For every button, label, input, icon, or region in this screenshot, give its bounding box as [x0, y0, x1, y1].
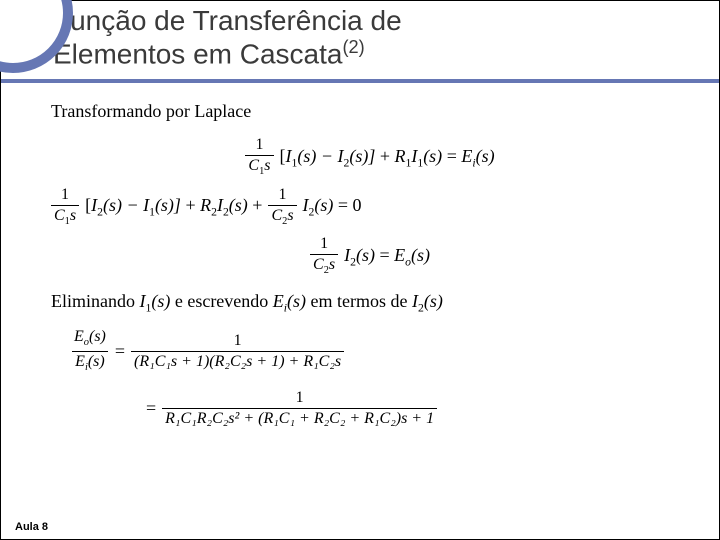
- content-area: Transformando por Laplace 1 C1s [I1(s) −…: [51, 101, 689, 509]
- equation-4: Eo(s) Ei(s) = 1 (R₁C₁s + 1)(R₂C₂s + 1) +…: [71, 328, 689, 373]
- slide-frame: Função de Transferência de Elementos em …: [0, 0, 720, 540]
- equation-2: 1 C1s [I2(s) − I1(s)] + R2I2(s) + 1 C2s …: [51, 186, 689, 228]
- footer-text: Aula 8: [15, 521, 48, 533]
- title-line2: Elementos em Cascata: [53, 39, 342, 70]
- title-line1: Função de Transferência de: [53, 5, 402, 36]
- paragraph-2: Eliminando I1(s) e escrevendo Ei(s) em t…: [51, 291, 689, 315]
- equation-1: 1 C1s [I1(s) − I2(s)] + R1I1(s) = Ei(s): [51, 136, 689, 178]
- slide-title: Função de Transferência de Elementos em …: [53, 5, 709, 71]
- paragraph-1: Transformando por Laplace: [51, 101, 689, 122]
- equation-5: = 1 R₁C₁R₂C₂s² + (R₁C₁ + R₂C₂ + R₁C₂)s +…: [146, 390, 689, 427]
- equation-3: 1 C2s I2(s) = Eo(s): [51, 235, 689, 277]
- title-super: (2): [342, 37, 364, 57]
- title-underline: [1, 79, 719, 83]
